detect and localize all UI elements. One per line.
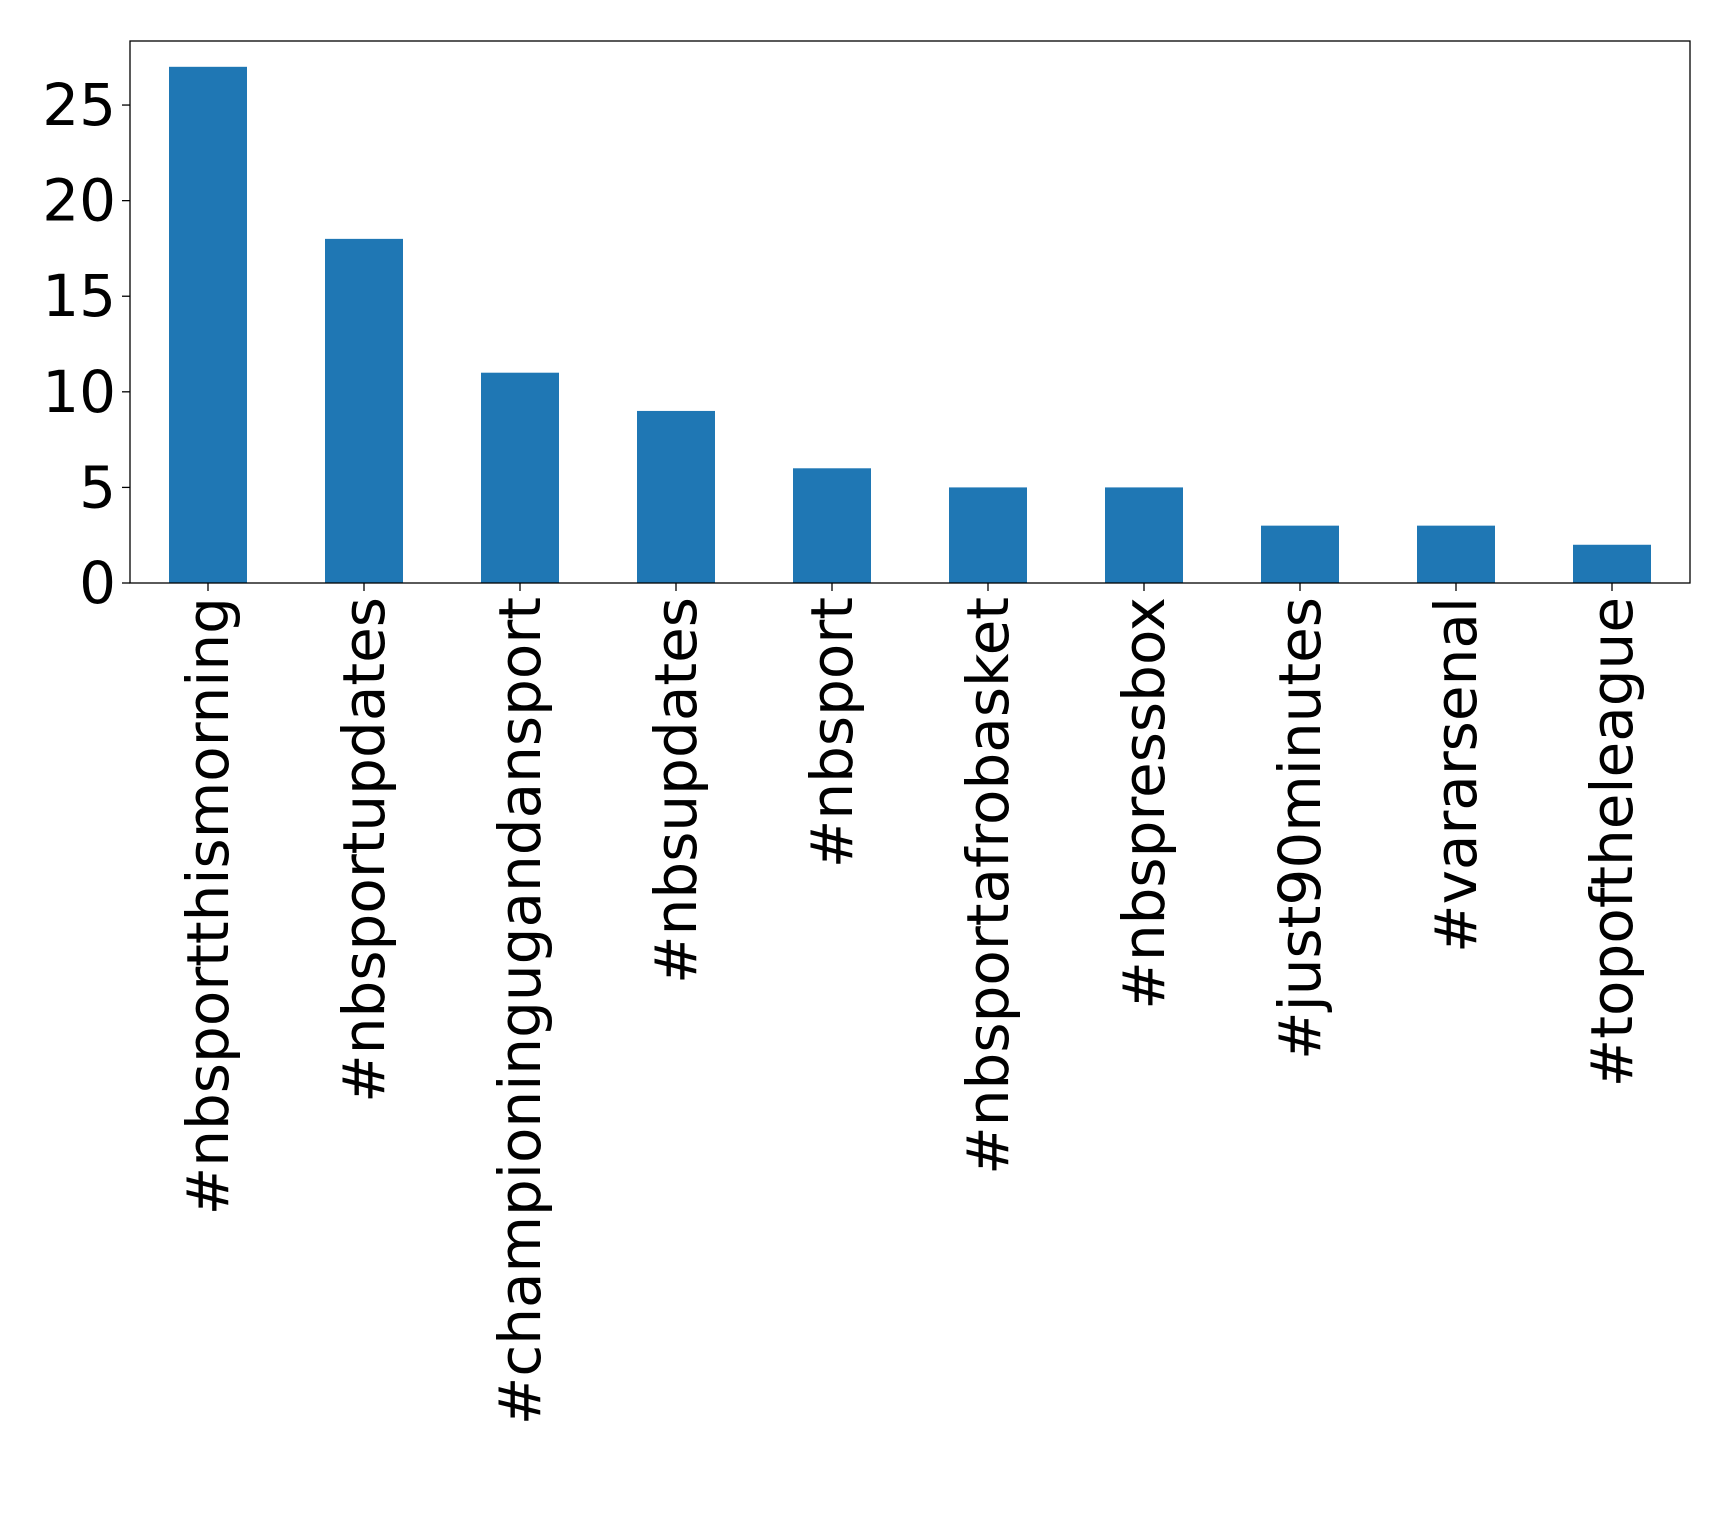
x-tick-label-8: #vararsenal <box>1422 597 1490 953</box>
bar-4 <box>793 468 871 583</box>
y-tick-label-1: 5 <box>79 453 116 521</box>
x-tick-label-3: #nbsupdates <box>642 597 710 984</box>
bars-layer <box>169 66 1651 583</box>
x-tick-label-6: #nbspressbox <box>1110 597 1178 1010</box>
x-tick-label-1: #nbsportupdates <box>330 597 398 1103</box>
y-tick-label-0: 0 <box>79 549 116 617</box>
bar-2 <box>481 372 559 583</box>
axes-layer <box>129 40 1691 584</box>
bar-5 <box>949 487 1027 583</box>
y-tick-label-2: 10 <box>42 358 116 426</box>
bar-1 <box>325 238 403 583</box>
y-axis-ticks: 0 5 10 15 20 25 <box>42 71 130 617</box>
x-tick-label-9: #topoftheleague <box>1578 597 1646 1087</box>
x-axis-ticks: #nbsportthismorning #nbsportupdates #champ… <box>174 583 1646 1425</box>
bar-3 <box>637 410 715 583</box>
bar-6 <box>1105 487 1183 583</box>
x-tick-label-2: #championingugandansport <box>486 597 554 1425</box>
y-tick-label-4: 20 <box>42 167 116 235</box>
bar-8 <box>1417 525 1495 583</box>
bar-0 <box>169 66 247 583</box>
y-tick-label-5: 25 <box>42 71 116 139</box>
bar-9 <box>1573 544 1651 583</box>
x-tick-label-0: #nbsportthismorning <box>174 597 242 1215</box>
y-tick-label-3: 15 <box>42 262 116 330</box>
x-tick-label-5: #nbsportafrobasket <box>954 597 1022 1175</box>
x-tick-label-7: #just90minutes <box>1266 597 1334 1060</box>
plot-frame <box>129 40 1691 584</box>
x-tick-label-4: #nbsport <box>798 597 866 868</box>
bar-7 <box>1261 525 1339 583</box>
